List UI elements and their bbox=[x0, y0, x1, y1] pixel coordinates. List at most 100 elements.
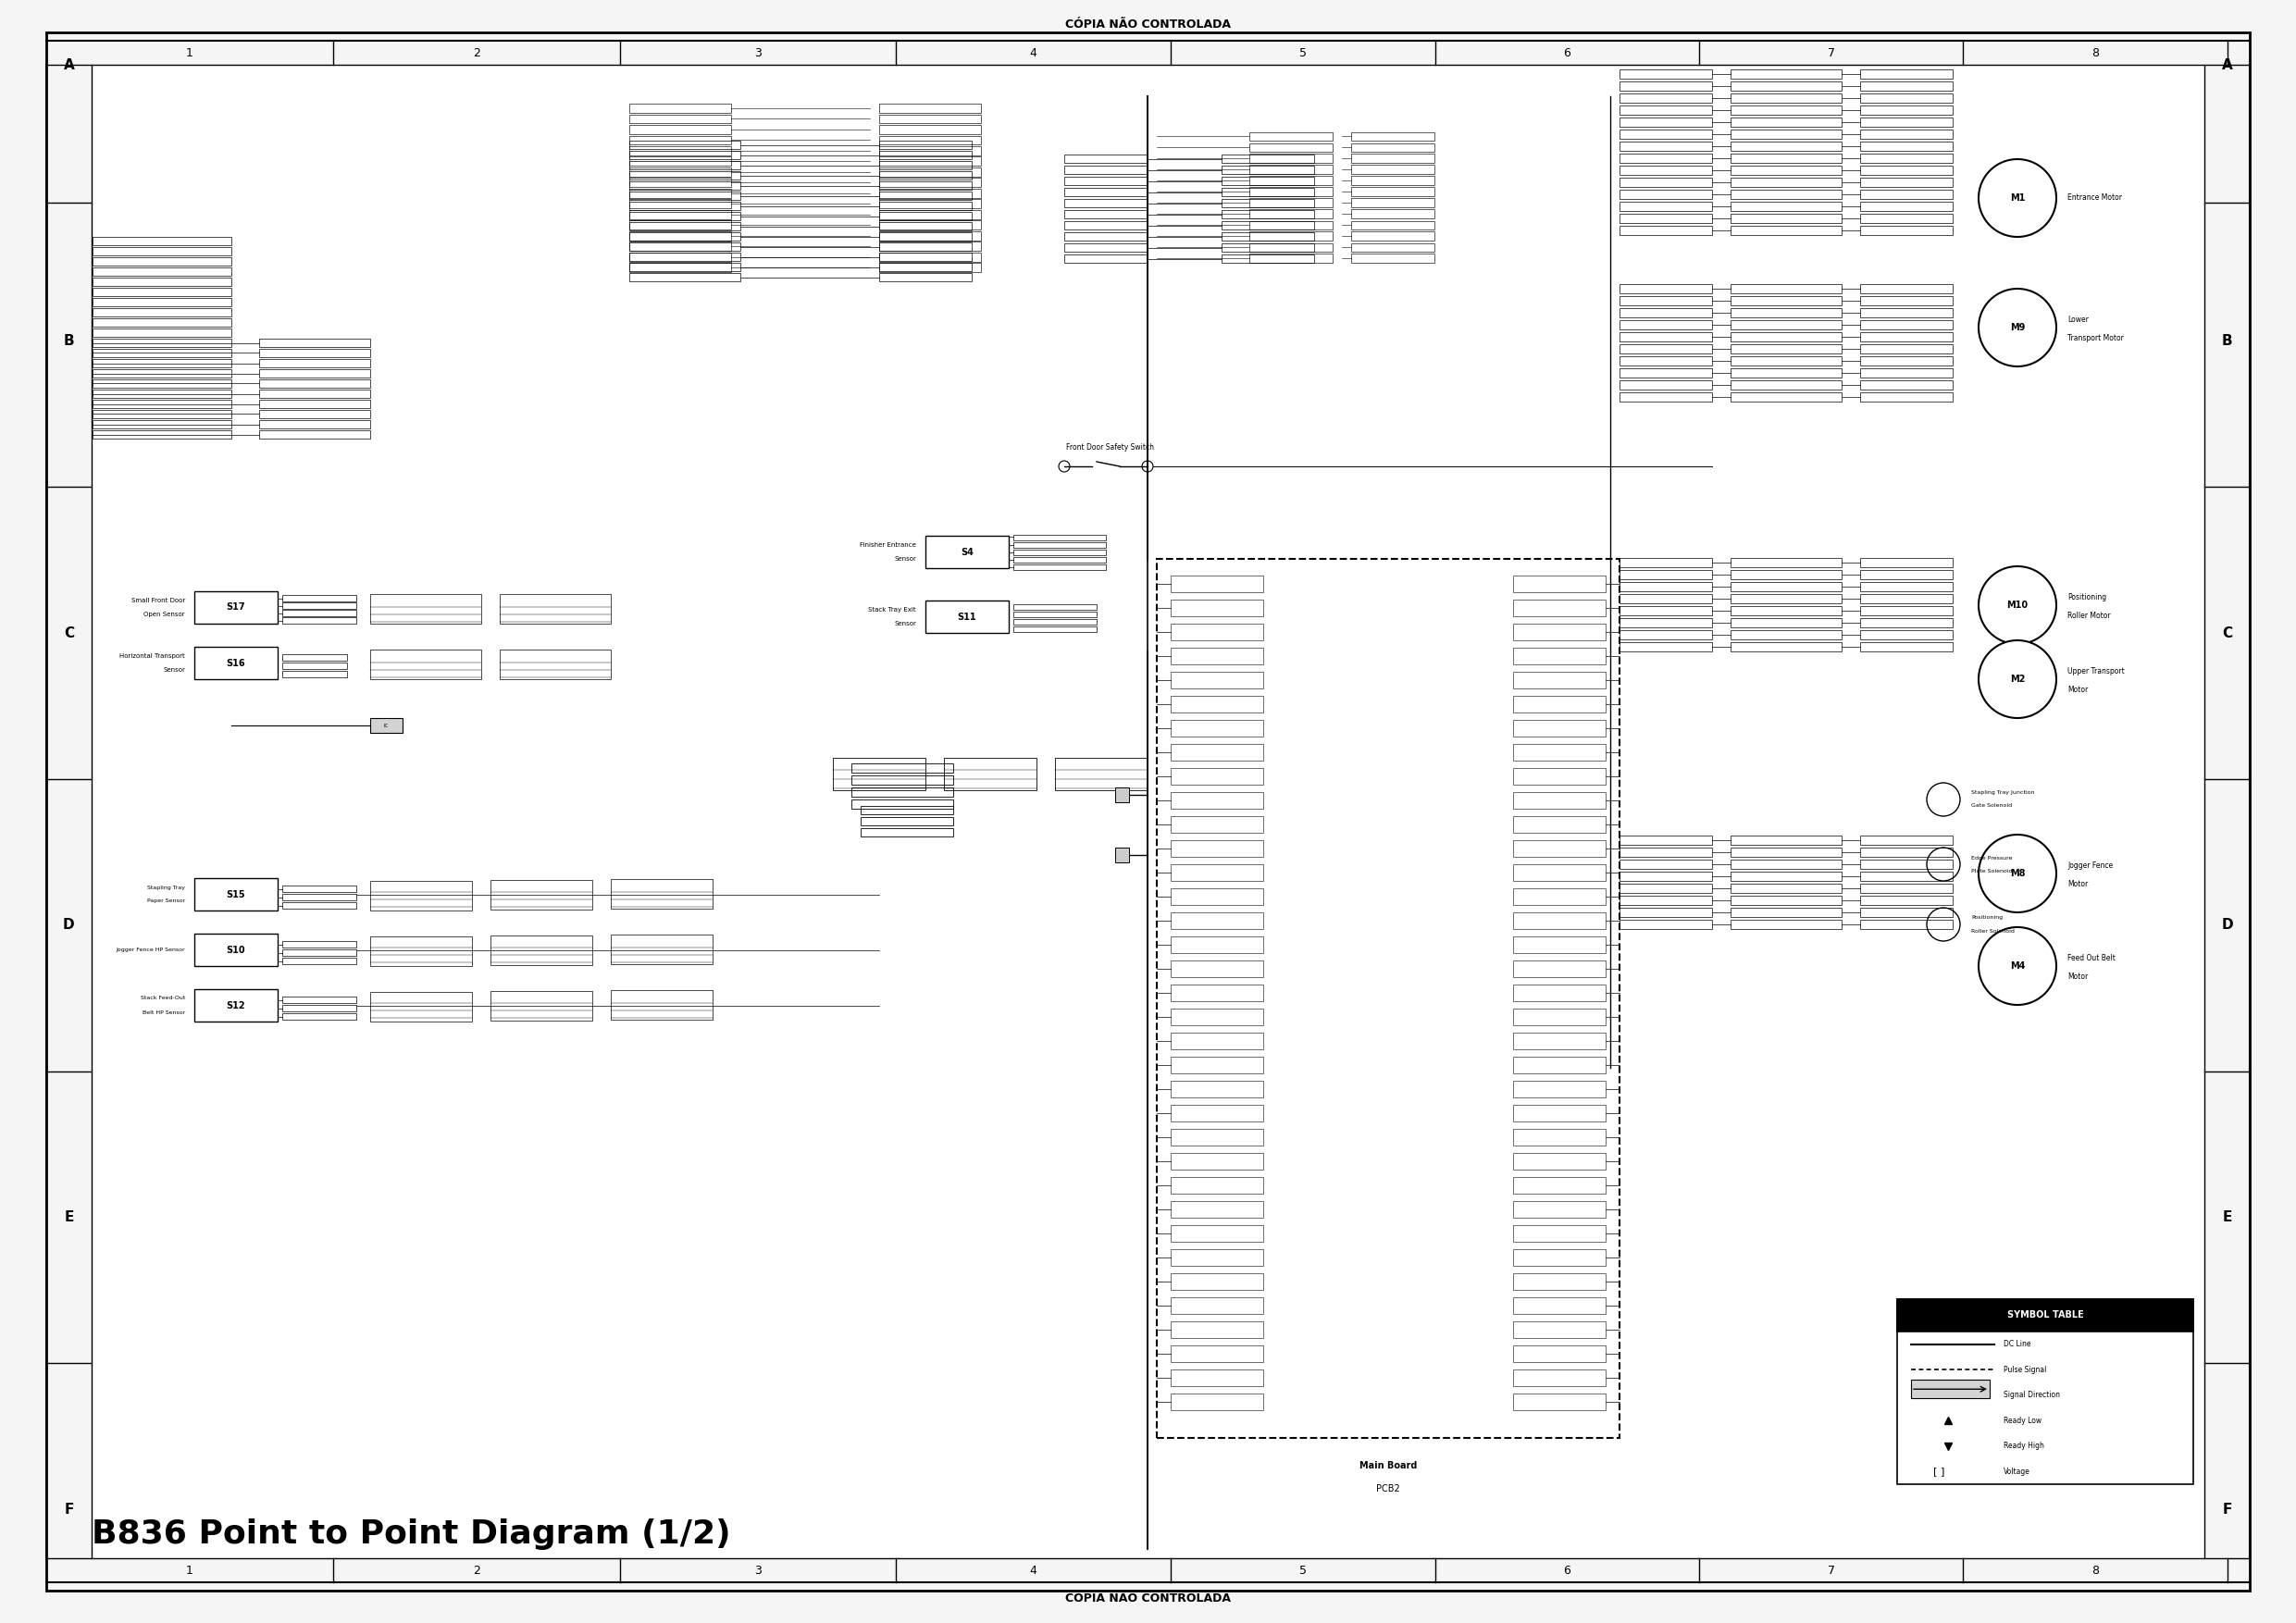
Bar bbox=[282, 949, 356, 956]
Bar bbox=[1171, 1081, 1263, 1097]
Bar bbox=[1619, 907, 1713, 917]
Bar bbox=[1860, 618, 1952, 628]
Bar bbox=[1249, 143, 1332, 153]
Text: M10: M10 bbox=[2007, 601, 2027, 610]
Bar bbox=[370, 936, 473, 966]
Bar bbox=[1860, 847, 1952, 857]
Text: 7: 7 bbox=[1828, 47, 1835, 58]
Bar bbox=[1513, 1201, 1605, 1217]
Bar bbox=[629, 263, 730, 273]
Bar bbox=[1860, 355, 1952, 365]
Bar bbox=[1619, 214, 1713, 222]
Bar bbox=[629, 136, 730, 144]
Bar bbox=[46, 32, 2250, 1591]
Bar bbox=[879, 273, 971, 281]
Bar bbox=[259, 368, 370, 378]
Text: E: E bbox=[64, 1211, 73, 1224]
Text: Small Front Door: Small Front Door bbox=[131, 597, 186, 604]
Bar bbox=[1065, 209, 1148, 219]
Text: IC: IC bbox=[383, 724, 388, 727]
Bar bbox=[629, 192, 739, 200]
Bar bbox=[1171, 863, 1263, 881]
Bar bbox=[1619, 558, 1713, 566]
Bar bbox=[861, 816, 953, 826]
Bar bbox=[1731, 81, 1841, 91]
Bar bbox=[879, 146, 980, 154]
Bar bbox=[1171, 936, 1263, 953]
Text: Positioning: Positioning bbox=[1972, 915, 2002, 920]
Bar bbox=[1731, 284, 1841, 294]
Bar bbox=[370, 594, 482, 623]
Bar bbox=[1249, 243, 1332, 252]
Text: Pulse Signal: Pulse Signal bbox=[2004, 1365, 2046, 1373]
Bar bbox=[1513, 1130, 1605, 1146]
Bar bbox=[879, 232, 980, 240]
Bar bbox=[1619, 141, 1713, 151]
Text: 5: 5 bbox=[1300, 47, 1306, 58]
Bar bbox=[1249, 131, 1332, 141]
Bar bbox=[1860, 344, 1952, 354]
Text: 8: 8 bbox=[2092, 1565, 2099, 1578]
Bar bbox=[1731, 344, 1841, 354]
Bar bbox=[1171, 1225, 1263, 1242]
Bar bbox=[501, 649, 611, 678]
Bar bbox=[1065, 154, 1148, 162]
Text: Sensor: Sensor bbox=[163, 667, 186, 672]
Text: Gate Solenoid: Gate Solenoid bbox=[1972, 803, 2011, 808]
Bar bbox=[1731, 896, 1841, 906]
Bar bbox=[1171, 816, 1263, 833]
Bar bbox=[1171, 696, 1263, 712]
Text: Motor: Motor bbox=[2066, 880, 2087, 889]
Bar bbox=[1171, 623, 1263, 641]
Text: M9: M9 bbox=[2009, 323, 2025, 333]
Bar bbox=[1513, 1057, 1605, 1073]
Bar bbox=[370, 717, 402, 734]
Bar bbox=[1171, 1032, 1263, 1050]
Bar bbox=[92, 390, 232, 398]
Bar bbox=[259, 399, 370, 407]
Bar bbox=[1731, 847, 1841, 857]
Bar bbox=[195, 878, 278, 911]
Bar bbox=[491, 935, 592, 966]
Bar bbox=[879, 209, 980, 219]
Bar bbox=[1731, 860, 1841, 868]
Bar bbox=[1731, 355, 1841, 365]
Bar bbox=[1619, 190, 1713, 200]
Bar bbox=[1513, 863, 1605, 881]
Bar bbox=[282, 617, 356, 623]
Bar bbox=[1221, 166, 1313, 174]
Bar bbox=[1619, 380, 1713, 390]
Bar bbox=[1013, 626, 1097, 631]
Text: Open Sensor: Open Sensor bbox=[145, 612, 186, 617]
Bar bbox=[879, 167, 980, 177]
Text: B836 Point to Point Diagram (1/2): B836 Point to Point Diagram (1/2) bbox=[92, 1518, 730, 1550]
Text: SYMBOL TABLE: SYMBOL TABLE bbox=[2007, 1311, 2082, 1319]
Bar bbox=[1221, 255, 1313, 263]
Text: A: A bbox=[2223, 58, 2232, 71]
Bar bbox=[1065, 232, 1148, 240]
Bar bbox=[629, 263, 739, 271]
Bar bbox=[1619, 295, 1713, 305]
Bar bbox=[1896, 1298, 2193, 1331]
Text: S16: S16 bbox=[227, 659, 246, 667]
Bar bbox=[282, 1005, 356, 1011]
Bar bbox=[259, 390, 370, 398]
Bar bbox=[1065, 200, 1148, 208]
Bar bbox=[879, 179, 980, 187]
Bar bbox=[1860, 94, 1952, 102]
Text: S17: S17 bbox=[227, 602, 246, 612]
Bar bbox=[1513, 1152, 1605, 1170]
Bar bbox=[1910, 1380, 1991, 1399]
Bar bbox=[944, 758, 1035, 790]
Bar bbox=[1249, 209, 1332, 219]
Bar bbox=[1860, 295, 1952, 305]
Bar bbox=[629, 201, 739, 209]
Bar bbox=[1513, 768, 1605, 784]
Bar bbox=[282, 602, 356, 609]
Bar bbox=[1860, 836, 1952, 846]
Bar bbox=[1619, 393, 1713, 401]
Bar bbox=[1731, 583, 1841, 591]
Bar bbox=[611, 935, 712, 964]
Bar bbox=[1731, 226, 1841, 235]
Bar bbox=[1171, 768, 1263, 784]
